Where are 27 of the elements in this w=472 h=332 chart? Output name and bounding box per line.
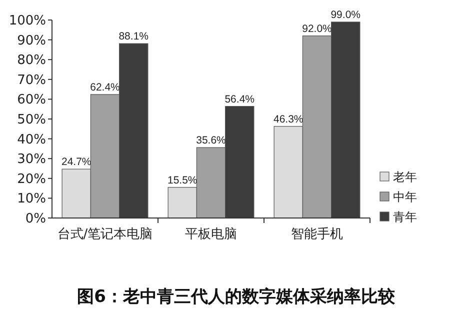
y-tick-label: 80% [17,53,46,68]
data-label: 24.7% [61,156,92,168]
legend-label: 中年 [393,190,417,204]
y-tick-label: 70% [17,72,46,88]
y-tick-label: 10% [17,192,46,207]
y-tick-label: 20% [17,172,46,187]
legend-label: 老年 [393,170,417,184]
data-label: 46.3% [273,113,304,126]
y-tick-label: 30% [17,152,46,168]
x-tick-label: 台式/笔记本电脑 [57,227,153,242]
data-label: 35.6% [196,134,226,147]
y-tick-label: 50% [17,112,46,128]
text: 图6：老中青三代人的数字媒体采纳率比较 [77,287,396,307]
x-tick-label: 平板电脑 [185,227,237,242]
data-label: 99.0% [330,8,361,21]
y-tick-label: 0% [25,212,46,226]
data-label: 15.5% [167,174,198,186]
y-tick-label: 90% [17,33,46,48]
data-label: 62.4% [90,81,120,94]
y-tick-label: 60% [17,92,46,108]
data-label: 88.1% [118,30,149,43]
x-tick-label: 智能手机 [291,227,343,242]
data-label: 56.4% [224,93,255,106]
y-tick-label: 40% [17,132,46,148]
legend-label: 青年 [393,210,417,224]
data-label: 92.0% [302,22,332,35]
y-tick-label: 100% [8,14,46,28]
